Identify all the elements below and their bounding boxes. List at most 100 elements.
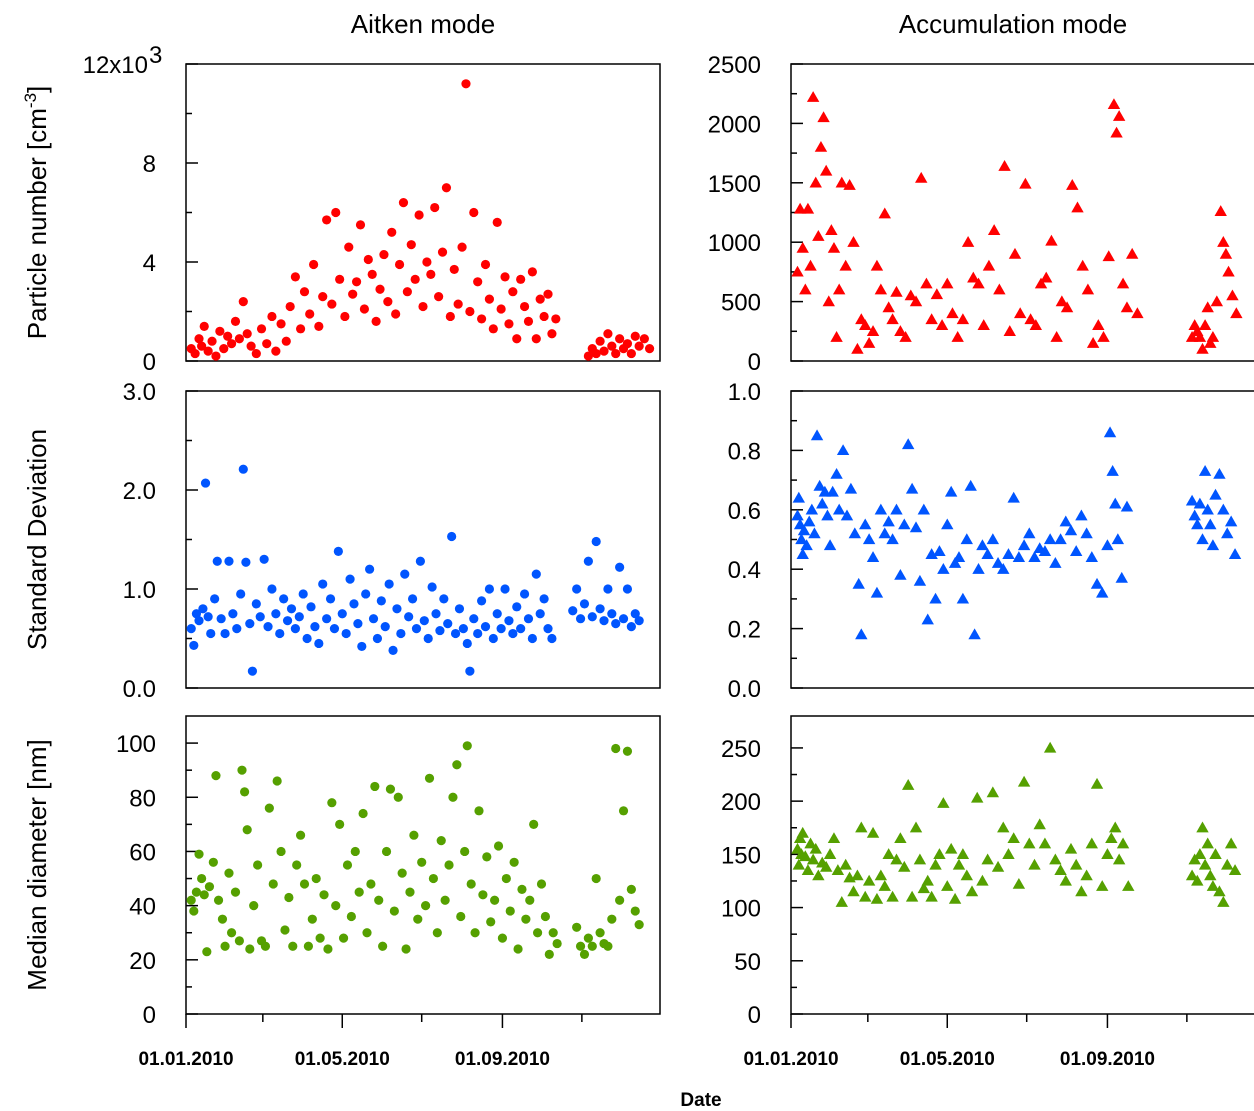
data-point [290, 272, 300, 282]
data-point [516, 274, 526, 284]
data-point [1080, 869, 1093, 881]
data-point [388, 645, 398, 655]
data-point [335, 274, 345, 284]
data-point [544, 949, 554, 960]
data-point [874, 503, 888, 515]
data-point [805, 503, 819, 515]
data-point [997, 821, 1010, 833]
data-point [465, 666, 475, 676]
data-point [986, 786, 1000, 798]
data-point [1110, 126, 1123, 138]
data-point [199, 321, 209, 331]
data-point [607, 609, 617, 619]
data-point [488, 324, 498, 334]
y-tick-label: 0.8 [728, 438, 761, 465]
data-point [1193, 497, 1207, 509]
data-point [886, 313, 899, 325]
data-point [238, 297, 248, 307]
data-point [1206, 331, 1220, 342]
data-point [986, 533, 1000, 545]
data-point [228, 609, 238, 619]
title-aitken: Aitken mode [351, 9, 496, 39]
data-point [325, 594, 336, 604]
data-point [1193, 848, 1207, 860]
data-point [478, 890, 488, 900]
y-tick-label: 3.0 [123, 379, 156, 406]
data-point [611, 348, 621, 359]
data-point [937, 797, 950, 808]
data-point [496, 304, 506, 314]
data-point [421, 901, 431, 911]
data-point [866, 551, 880, 562]
data-point [835, 176, 848, 188]
data-point [615, 334, 625, 344]
data-point [634, 616, 644, 626]
data-point [341, 628, 351, 639]
data-point [1122, 880, 1135, 891]
data-point [469, 207, 479, 218]
data-point [1019, 177, 1032, 189]
data-point [512, 602, 522, 612]
data-point [426, 269, 436, 279]
data-point [272, 776, 282, 786]
data-point [976, 874, 989, 886]
data-point [435, 625, 445, 636]
data-point [1116, 277, 1130, 289]
y-tick-label: 2500 [708, 52, 761, 79]
data-point [186, 624, 196, 634]
data-point [862, 874, 876, 886]
data-point [255, 612, 265, 622]
data-point [357, 641, 367, 652]
data-point [859, 890, 872, 902]
data-point [259, 554, 269, 564]
data-point [948, 557, 962, 568]
y-tick-label: 1500 [708, 171, 761, 198]
data-point [830, 467, 843, 479]
data-point [194, 334, 204, 344]
data-point [1085, 551, 1099, 562]
data-point [295, 830, 306, 840]
data-point [1185, 494, 1199, 506]
data-point [376, 596, 386, 606]
data-point [1201, 837, 1214, 849]
data-point [263, 622, 273, 632]
data-point [251, 599, 261, 609]
data-point [194, 849, 204, 859]
data-point [843, 178, 856, 190]
data-point [406, 240, 416, 250]
plot-frame [185, 63, 661, 362]
data-point [305, 309, 315, 319]
y-tick-label: 0.0 [123, 676, 156, 703]
data-point [796, 548, 809, 559]
data-point [493, 841, 504, 851]
data-point [359, 304, 370, 314]
panel-group: 0 4 8 12x10 3 Particle number [cm-3] 0.0 1.0 2.0… [21, 42, 1254, 1070]
data-point [626, 348, 636, 359]
y-tick-label: 0 [143, 349, 156, 376]
data-point [512, 334, 522, 344]
data-point [391, 309, 401, 319]
data-point [615, 562, 625, 572]
data-point [844, 482, 858, 494]
y-tick-label: 8 [143, 151, 156, 178]
data-point [306, 602, 316, 612]
data-point [1120, 500, 1134, 512]
data-point [1054, 533, 1067, 545]
data-point [1090, 777, 1104, 789]
data-point [245, 619, 255, 629]
data-point [618, 806, 629, 816]
data-point [622, 339, 633, 349]
data-point [1196, 342, 1209, 354]
data-point [1120, 301, 1134, 313]
data-point [318, 292, 328, 302]
data-point [941, 880, 954, 891]
data-point [808, 527, 821, 539]
data-point [615, 895, 625, 905]
data-point [929, 592, 942, 604]
data-point [342, 860, 353, 870]
data-point [981, 853, 994, 865]
data-point [878, 527, 891, 539]
y-tick-label: 0 [748, 1002, 761, 1029]
data-point [323, 944, 333, 954]
data-point [859, 518, 872, 530]
